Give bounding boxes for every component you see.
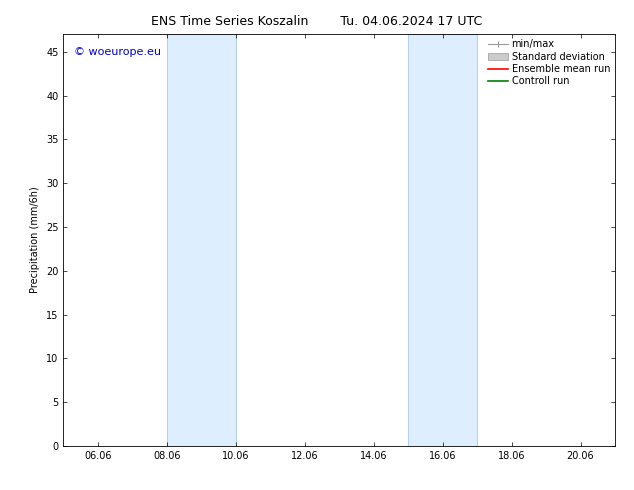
Text: © woeurope.eu: © woeurope.eu (74, 47, 162, 57)
Legend: min/max, Standard deviation, Ensemble mean run, Controll run: min/max, Standard deviation, Ensemble me… (486, 37, 612, 88)
Bar (408, 34, 477, 446)
Text: ENS Time Series Koszalin        Tu. 04.06.2024 17 UTC: ENS Time Series Koszalin Tu. 04.06.2024 … (152, 15, 482, 28)
Y-axis label: Precipitation (mm/6h): Precipitation (mm/6h) (30, 187, 41, 294)
Bar (167, 34, 236, 446)
